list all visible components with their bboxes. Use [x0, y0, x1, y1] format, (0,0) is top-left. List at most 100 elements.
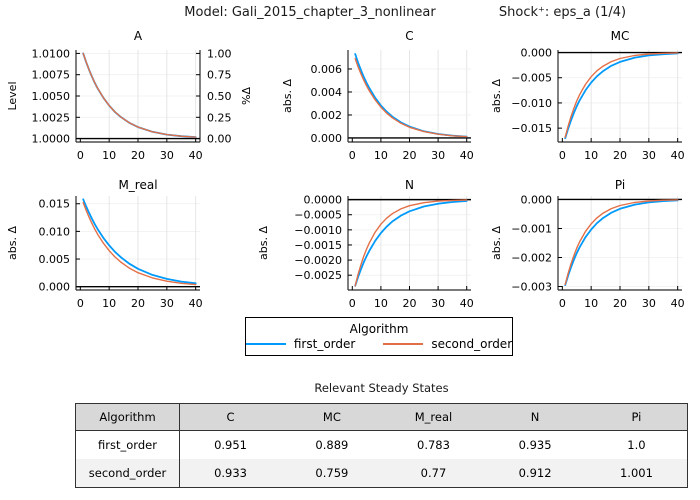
- svg-text:20: 20: [613, 149, 627, 162]
- y-axis-label: abs. Δ: [490, 226, 503, 260]
- subplot-A: 0 10 20 30 40 1.0000 1.0025 1.0050 1.0075 1.0100 0…: [6, 29, 253, 162]
- svg-text:30: 30: [642, 297, 656, 310]
- subplot-title: C: [405, 29, 413, 43]
- svg-text:0.006: 0.006: [311, 63, 343, 76]
- svg-text:−0.001: −0.001: [511, 222, 552, 235]
- svg-text:10: 10: [584, 297, 598, 310]
- svg-text:40: 40: [671, 149, 685, 162]
- svg-text:20: 20: [613, 297, 627, 310]
- svg-text:40: 40: [460, 149, 474, 162]
- subplot-title: N: [405, 178, 414, 192]
- svg-text:−0.010: −0.010: [511, 97, 552, 110]
- right-y-axis-label: %Δ: [240, 87, 253, 105]
- model-title: Model: Gali_2015_chapter_3_nonlinear: [184, 5, 436, 20]
- svg-text:0: 0: [77, 149, 84, 162]
- svg-text:0.015: 0.015: [39, 198, 71, 211]
- svg-text:0: 0: [349, 149, 356, 162]
- svg-text:10: 10: [374, 297, 388, 310]
- svg-text:0.0000: 0.0000: [304, 194, 343, 207]
- second-order-line-swatch-icon: [383, 343, 424, 345]
- y-axis-label: abs. Δ: [490, 79, 503, 113]
- subplot-title: Pi: [615, 178, 625, 192]
- svg-text:1.0075: 1.0075: [32, 69, 71, 82]
- series-line-second_order: [82, 201, 197, 286]
- series-line-first_order: [564, 199, 679, 287]
- svg-text:30: 30: [431, 297, 445, 310]
- svg-text:40: 40: [671, 297, 685, 310]
- table-cell: 0.889: [281, 430, 383, 459]
- svg-text:0.25: 0.25: [207, 111, 232, 124]
- table-cell: 0.77: [382, 459, 485, 488]
- table-cell: 0.951: [179, 430, 282, 459]
- svg-text:0.004: 0.004: [311, 86, 343, 99]
- svg-text:−0.015: −0.015: [511, 122, 552, 135]
- svg-text:1.0100: 1.0100: [32, 47, 71, 60]
- svg-text:0: 0: [559, 297, 566, 310]
- table-header-row: Algorithm C MC M_real N Pi: [75, 403, 688, 431]
- table-cell: 0.759: [281, 459, 383, 488]
- series-line-first_order: [354, 200, 468, 287]
- table-cell: 0.935: [484, 430, 586, 459]
- table-row: first_order 0.951 0.889 0.783 0.935 1.0: [75, 430, 688, 459]
- legend-entries: first_order second_order: [245, 336, 513, 352]
- y-axis-label: Level: [6, 81, 19, 110]
- svg-text:−0.005: −0.005: [511, 72, 552, 85]
- svg-text:0.002: 0.002: [311, 109, 343, 122]
- irf-plot-grid: 0 10 20 30 401.00001.00251.00501.00751.01000…: [6, 29, 685, 310]
- table-header-cell: MC: [281, 403, 383, 431]
- series-line-second_order: [354, 199, 468, 287]
- svg-text:0.010: 0.010: [39, 225, 71, 238]
- y-axis-label: abs. Δ: [281, 79, 294, 113]
- svg-text:1.0050: 1.0050: [32, 90, 71, 103]
- svg-text:0.50: 0.50: [207, 90, 232, 103]
- svg-text:0: 0: [77, 297, 84, 310]
- svg-text:−0.0010: −0.0010: [294, 224, 342, 237]
- table-header-cell: N: [484, 403, 586, 431]
- table-row: second_order 0.933 0.759 0.77 0.912 1.001: [75, 459, 688, 488]
- svg-text:10: 10: [374, 149, 388, 162]
- algorithm-legend: Algorithm first_order second_order: [245, 317, 513, 356]
- svg-text:0.000: 0.000: [521, 193, 553, 206]
- svg-text:20: 20: [403, 149, 417, 162]
- svg-text:30: 30: [431, 149, 445, 162]
- table-cell: 1.001: [585, 459, 688, 488]
- table-header-cell: Algorithm: [75, 403, 180, 431]
- svg-text:40: 40: [189, 297, 203, 310]
- y-axis-label: abs. Δ: [257, 226, 270, 260]
- subplot-MC: 0 10 20 30 40 0.000 −0.005 −0.010 −0.015 MC abs. Δ: [490, 29, 685, 162]
- shock-title: Shock⁺: eps_a (1/4): [498, 5, 627, 20]
- subplot-title: M_real: [118, 178, 157, 192]
- svg-text:1.0000: 1.0000: [32, 133, 71, 146]
- table-header-cell: C: [179, 403, 282, 431]
- table-cell: first_order: [75, 430, 180, 459]
- subplot-Pi: 0 10 20 30 40 0.000 −0.001 −0.002 −0.003 Pi abs. Δ: [490, 178, 685, 310]
- series-line-first_order: [82, 198, 197, 285]
- y-axis-label: abs. Δ: [6, 226, 19, 260]
- svg-text:0.00: 0.00: [207, 133, 232, 146]
- svg-text:20: 20: [131, 149, 145, 162]
- svg-text:40: 40: [460, 297, 474, 310]
- svg-text:0.000: 0.000: [521, 47, 553, 60]
- legend-label-first-order: first_order: [293, 336, 356, 351]
- table-cell: 1.0: [585, 430, 688, 459]
- svg-text:0: 0: [559, 149, 566, 162]
- first-order-line-swatch-icon: [245, 343, 286, 345]
- svg-text:20: 20: [131, 297, 145, 310]
- svg-text:0.000: 0.000: [311, 132, 343, 145]
- svg-text:20: 20: [403, 297, 417, 310]
- series-line-second_order: [354, 57, 468, 138]
- svg-text:−0.0005: −0.0005: [294, 209, 342, 222]
- svg-text:10: 10: [584, 149, 598, 162]
- svg-text:1.00: 1.00: [207, 47, 232, 60]
- svg-text:30: 30: [160, 297, 174, 310]
- table-cell: 0.933: [179, 459, 282, 488]
- svg-text:40: 40: [189, 149, 203, 162]
- subplot-title: MC: [611, 29, 630, 43]
- svg-text:10: 10: [102, 149, 116, 162]
- svg-text:10: 10: [102, 297, 116, 310]
- legend-label-second-order: second_order: [431, 336, 513, 351]
- subplot-title: A: [134, 29, 143, 43]
- svg-text:30: 30: [160, 149, 174, 162]
- svg-text:1.0025: 1.0025: [32, 111, 71, 124]
